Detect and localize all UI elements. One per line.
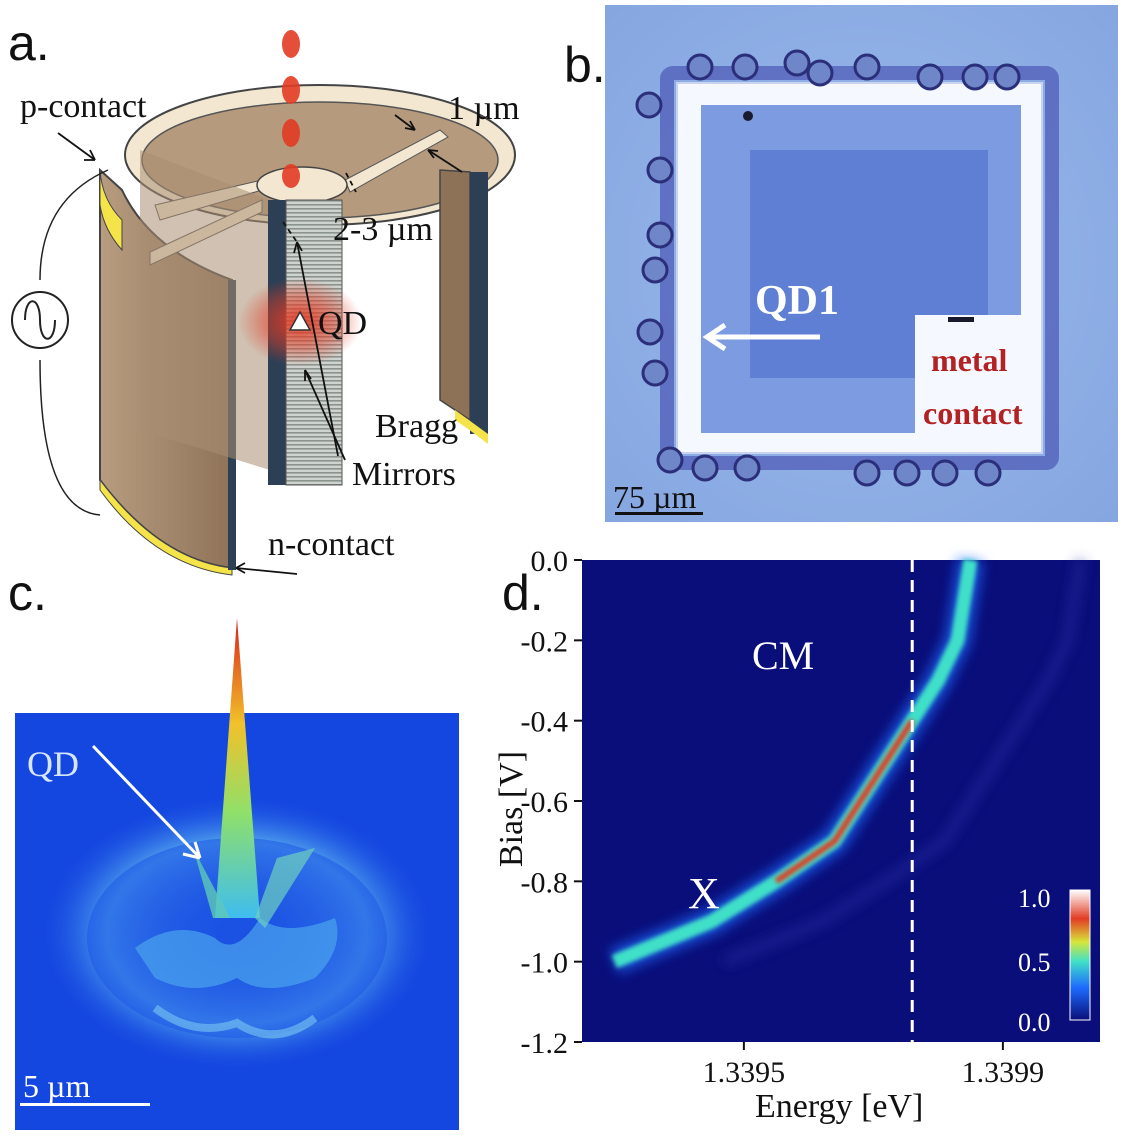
- annotation-arrows: [57, 114, 463, 575]
- emission-hotspot: [774, 719, 915, 884]
- y-tick-label: -1.2: [521, 1027, 569, 1060]
- panel-c-letter: c.: [8, 565, 47, 621]
- right-contact-pad: [455, 410, 488, 444]
- colorbar-tick-0: 0.0: [1018, 1008, 1051, 1037]
- emission-dots-icon: [282, 30, 300, 188]
- n-contact-label: n-contact: [268, 526, 395, 563]
- qd1-label: QD1: [755, 278, 839, 324]
- cm-label: CM: [752, 633, 815, 678]
- metal-label: metal: [931, 342, 1008, 378]
- panel-b-letter: b.: [564, 37, 606, 93]
- y-tick-label: -0.4: [521, 706, 569, 739]
- inner-wall: [140, 150, 270, 470]
- y-tick-label: -0.2: [521, 625, 569, 658]
- pillar-right-wall: [439, 169, 471, 422]
- qd1-arrow: [702, 322, 820, 352]
- width-1um-label: 1 µm: [448, 90, 520, 127]
- x-tick-label: 1.3395: [703, 1056, 786, 1089]
- y-tick-label: 0.0: [531, 545, 569, 578]
- mode-3d-plot: [15, 618, 459, 1130]
- y-tick-label: -0.6: [521, 786, 569, 819]
- n-contact-pad: [99, 478, 233, 576]
- bias-energy-heatmap: 0.0 -0.2 -0.4 -0.6 -0.8 -1.0 -1.2 1.3395 1.3399: [521, 545, 1100, 1089]
- quantum-dot-triangle-icon: [288, 310, 312, 331]
- x-tick-label: 1.3399: [962, 1056, 1045, 1089]
- y-tick-label: -0.8: [521, 866, 569, 899]
- scale-label-b: 75 µm: [613, 479, 697, 515]
- scale-bar-c: [20, 1103, 150, 1106]
- colorbar-tick-1: 1.0: [1018, 884, 1051, 913]
- width-2-3um-label: 2-3 µm: [333, 211, 433, 248]
- central-peak: [215, 618, 260, 918]
- y-axis-label: Bias [V]: [493, 750, 530, 868]
- x-axis-label: Energy [eV]: [755, 1088, 924, 1125]
- right-wall-edge: [470, 172, 488, 434]
- ac-source-icon: [11, 291, 69, 349]
- colorbar: [1069, 889, 1091, 1021]
- device-micrograph: [605, 5, 1118, 522]
- contact-label: contact: [923, 395, 1023, 431]
- plot-area: [582, 560, 1100, 1042]
- bragg-label: Bragg: [375, 408, 459, 445]
- panel-a-letter: a.: [8, 15, 50, 71]
- x-label: X: [688, 869, 720, 918]
- scale-label-c: 5 µm: [23, 1068, 91, 1104]
- micrograph-b: QD1 metal contact 75 µm: [605, 5, 1118, 522]
- micropillar-schematic: [11, 30, 516, 576]
- qd-label: QD: [318, 305, 368, 342]
- y-tick-label: -1.0: [521, 947, 569, 980]
- secondary-line: [722, 559, 1086, 967]
- wire-bottom: [39, 359, 101, 516]
- panel-d-letter: d.: [502, 565, 544, 621]
- qd-label-c: QD: [27, 744, 79, 784]
- bond-pads: [635, 49, 1021, 487]
- spoke-right: [344, 129, 449, 193]
- mirrors-label: Mirrors: [352, 456, 456, 493]
- p-contact-pad: [99, 169, 123, 252]
- mode-profile-c: QD 5 µm: [15, 618, 459, 1130]
- p-contact-label: p-contact: [20, 88, 147, 125]
- colorbar-tick-05: 0.5: [1018, 948, 1051, 977]
- wire-top: [39, 169, 109, 281]
- scale-bar-b: [615, 512, 703, 515]
